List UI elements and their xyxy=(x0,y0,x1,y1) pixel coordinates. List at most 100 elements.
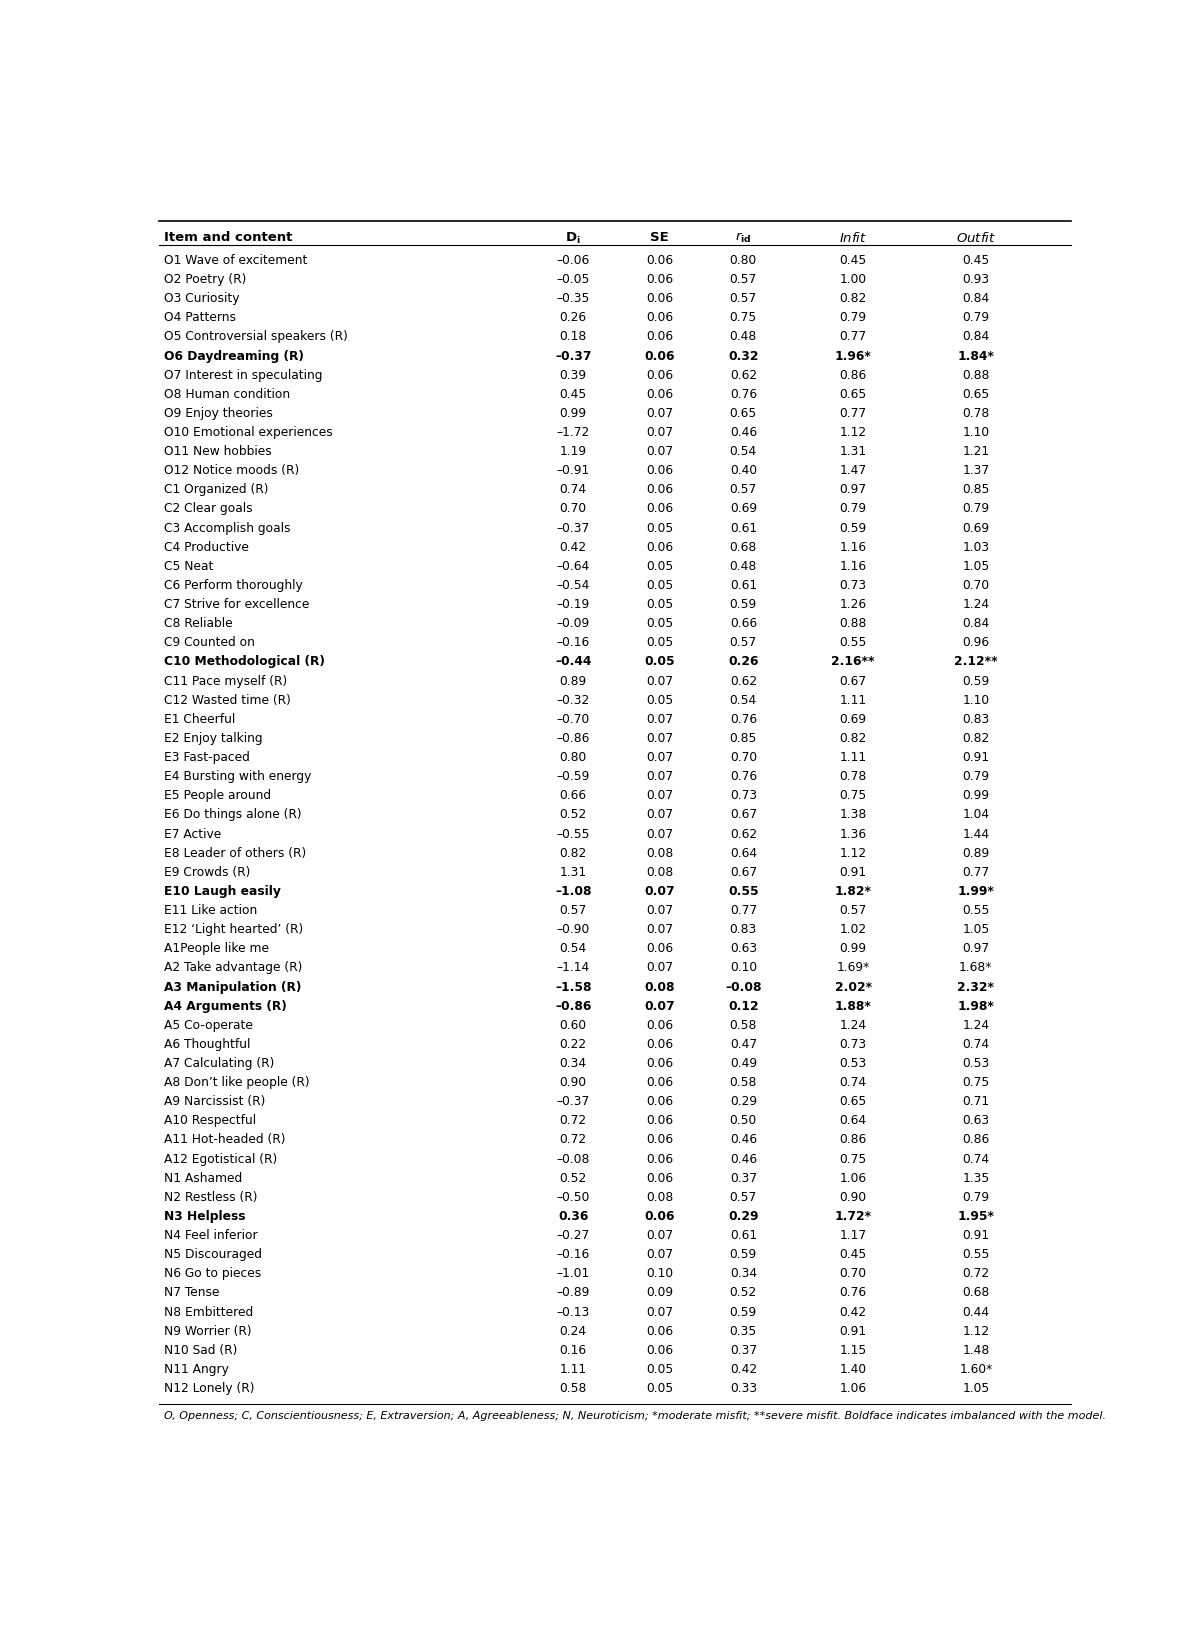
Text: 0.39: 0.39 xyxy=(559,368,587,381)
Text: 1.69*: 1.69* xyxy=(836,962,870,975)
Text: 0.57: 0.57 xyxy=(840,904,866,917)
Text: 2.16**: 2.16** xyxy=(832,655,875,668)
Text: 0.99: 0.99 xyxy=(559,408,587,419)
Text: 0.86: 0.86 xyxy=(840,368,866,381)
Text: 0.05: 0.05 xyxy=(646,597,673,610)
Text: 0.06: 0.06 xyxy=(646,1172,673,1185)
Text: 0.45: 0.45 xyxy=(962,254,990,267)
Text: 0.06: 0.06 xyxy=(646,1153,673,1165)
Text: 2.12**: 2.12** xyxy=(954,655,997,668)
Text: 0.57: 0.57 xyxy=(559,904,587,917)
Text: 0.89: 0.89 xyxy=(962,846,990,860)
Text: 0.06: 0.06 xyxy=(644,1209,674,1223)
Text: 1.11: 1.11 xyxy=(840,751,866,764)
Text: 0.91: 0.91 xyxy=(962,1229,990,1242)
Text: 1.21: 1.21 xyxy=(962,446,990,459)
Text: 0.55: 0.55 xyxy=(839,637,866,650)
Text: 0.65: 0.65 xyxy=(730,408,757,419)
Text: 0.06: 0.06 xyxy=(646,292,673,305)
Text: 0.97: 0.97 xyxy=(962,942,990,955)
Text: 0.55: 0.55 xyxy=(728,884,758,898)
Text: 0.07: 0.07 xyxy=(646,1305,673,1318)
Text: 0.86: 0.86 xyxy=(840,1134,866,1147)
Text: 0.06: 0.06 xyxy=(646,942,673,955)
Text: E5 People around: E5 People around xyxy=(164,789,271,802)
Text: 0.07: 0.07 xyxy=(646,904,673,917)
Text: 0.58: 0.58 xyxy=(559,1383,587,1394)
Text: E2 Enjoy talking: E2 Enjoy talking xyxy=(164,733,263,744)
Text: 0.76: 0.76 xyxy=(730,771,757,784)
Text: 1.15: 1.15 xyxy=(840,1343,866,1356)
Text: A11 Hot-headed (R): A11 Hot-headed (R) xyxy=(164,1134,286,1147)
Text: 0.55: 0.55 xyxy=(962,904,990,917)
Text: 0.57: 0.57 xyxy=(730,637,757,650)
Text: 0.76: 0.76 xyxy=(730,713,757,726)
Text: 1.11: 1.11 xyxy=(559,1363,587,1376)
Text: –0.19: –0.19 xyxy=(557,597,589,610)
Text: 0.07: 0.07 xyxy=(646,713,673,726)
Text: 0.49: 0.49 xyxy=(730,1058,757,1069)
Text: –0.35: –0.35 xyxy=(557,292,590,305)
Text: 0.79: 0.79 xyxy=(962,1191,990,1204)
Text: SE: SE xyxy=(650,231,670,244)
Text: O9 Enjoy theories: O9 Enjoy theories xyxy=(164,408,272,419)
Text: 0.07: 0.07 xyxy=(646,1229,673,1242)
Text: 0.42: 0.42 xyxy=(730,1363,757,1376)
Text: 0.61: 0.61 xyxy=(730,579,757,592)
Text: N8 Embittered: N8 Embittered xyxy=(164,1305,253,1318)
Text: O, Openness; C, Conscientiousness; E, Extraversion; A, Agreeableness; N, Neuroti: O, Openness; C, Conscientiousness; E, Ex… xyxy=(164,1411,1106,1421)
Text: 0.07: 0.07 xyxy=(646,962,673,975)
Text: 0.57: 0.57 xyxy=(730,292,757,305)
Text: 0.90: 0.90 xyxy=(559,1076,587,1089)
Text: 0.74: 0.74 xyxy=(559,483,587,497)
Text: 0.07: 0.07 xyxy=(646,789,673,802)
Text: 0.53: 0.53 xyxy=(840,1058,866,1069)
Text: 1.12: 1.12 xyxy=(840,426,866,439)
Text: 0.63: 0.63 xyxy=(730,942,757,955)
Text: 0.71: 0.71 xyxy=(962,1096,990,1109)
Text: 0.54: 0.54 xyxy=(559,942,587,955)
Text: 0.70: 0.70 xyxy=(559,503,587,515)
Text: 0.74: 0.74 xyxy=(962,1153,990,1165)
Text: N12 Lonely (R): N12 Lonely (R) xyxy=(164,1383,254,1394)
Text: 0.10: 0.10 xyxy=(730,962,757,975)
Text: 0.06: 0.06 xyxy=(646,1018,673,1031)
Text: 1.03: 1.03 xyxy=(962,541,990,554)
Text: 0.62: 0.62 xyxy=(730,828,757,840)
Text: N4 Feel inferior: N4 Feel inferior xyxy=(164,1229,258,1242)
Text: 0.07: 0.07 xyxy=(646,828,673,840)
Text: 0.96: 0.96 xyxy=(962,637,990,650)
Text: 0.86: 0.86 xyxy=(962,1134,990,1147)
Text: 0.06: 0.06 xyxy=(646,1325,673,1338)
Text: 1.06: 1.06 xyxy=(840,1383,866,1394)
Text: 0.45: 0.45 xyxy=(559,388,587,401)
Text: A6 Thoughtful: A6 Thoughtful xyxy=(164,1038,251,1051)
Text: 1.36: 1.36 xyxy=(840,828,866,840)
Text: –0.09: –0.09 xyxy=(557,617,589,630)
Text: O12 Notice moods (R): O12 Notice moods (R) xyxy=(164,464,299,477)
Text: 0.80: 0.80 xyxy=(559,751,587,764)
Text: 0.57: 0.57 xyxy=(730,483,757,497)
Text: 0.67: 0.67 xyxy=(730,808,757,822)
Text: 0.75: 0.75 xyxy=(730,312,757,325)
Text: 0.06: 0.06 xyxy=(644,350,674,363)
Text: 0.91: 0.91 xyxy=(962,751,990,764)
Text: 0.62: 0.62 xyxy=(730,675,757,688)
Text: 0.59: 0.59 xyxy=(730,1247,757,1261)
Text: C10 Methodological (R): C10 Methodological (R) xyxy=(164,655,325,668)
Text: 0.57: 0.57 xyxy=(730,272,757,285)
Text: 0.46: 0.46 xyxy=(730,1134,757,1147)
Text: –0.59: –0.59 xyxy=(557,771,590,784)
Text: 0.06: 0.06 xyxy=(646,483,673,497)
Text: 0.52: 0.52 xyxy=(559,1172,587,1185)
Text: 1.72*: 1.72* xyxy=(834,1209,871,1223)
Text: A7 Calculating (R): A7 Calculating (R) xyxy=(164,1058,275,1069)
Text: 0.06: 0.06 xyxy=(646,330,673,343)
Text: –1.08: –1.08 xyxy=(554,884,592,898)
Text: 0.69: 0.69 xyxy=(962,521,990,535)
Text: –1.01: –1.01 xyxy=(557,1267,589,1280)
Text: 0.60: 0.60 xyxy=(559,1018,587,1031)
Text: 1.82*: 1.82* xyxy=(834,884,871,898)
Text: 1.98*: 1.98* xyxy=(958,1000,995,1013)
Text: 0.55: 0.55 xyxy=(962,1247,990,1261)
